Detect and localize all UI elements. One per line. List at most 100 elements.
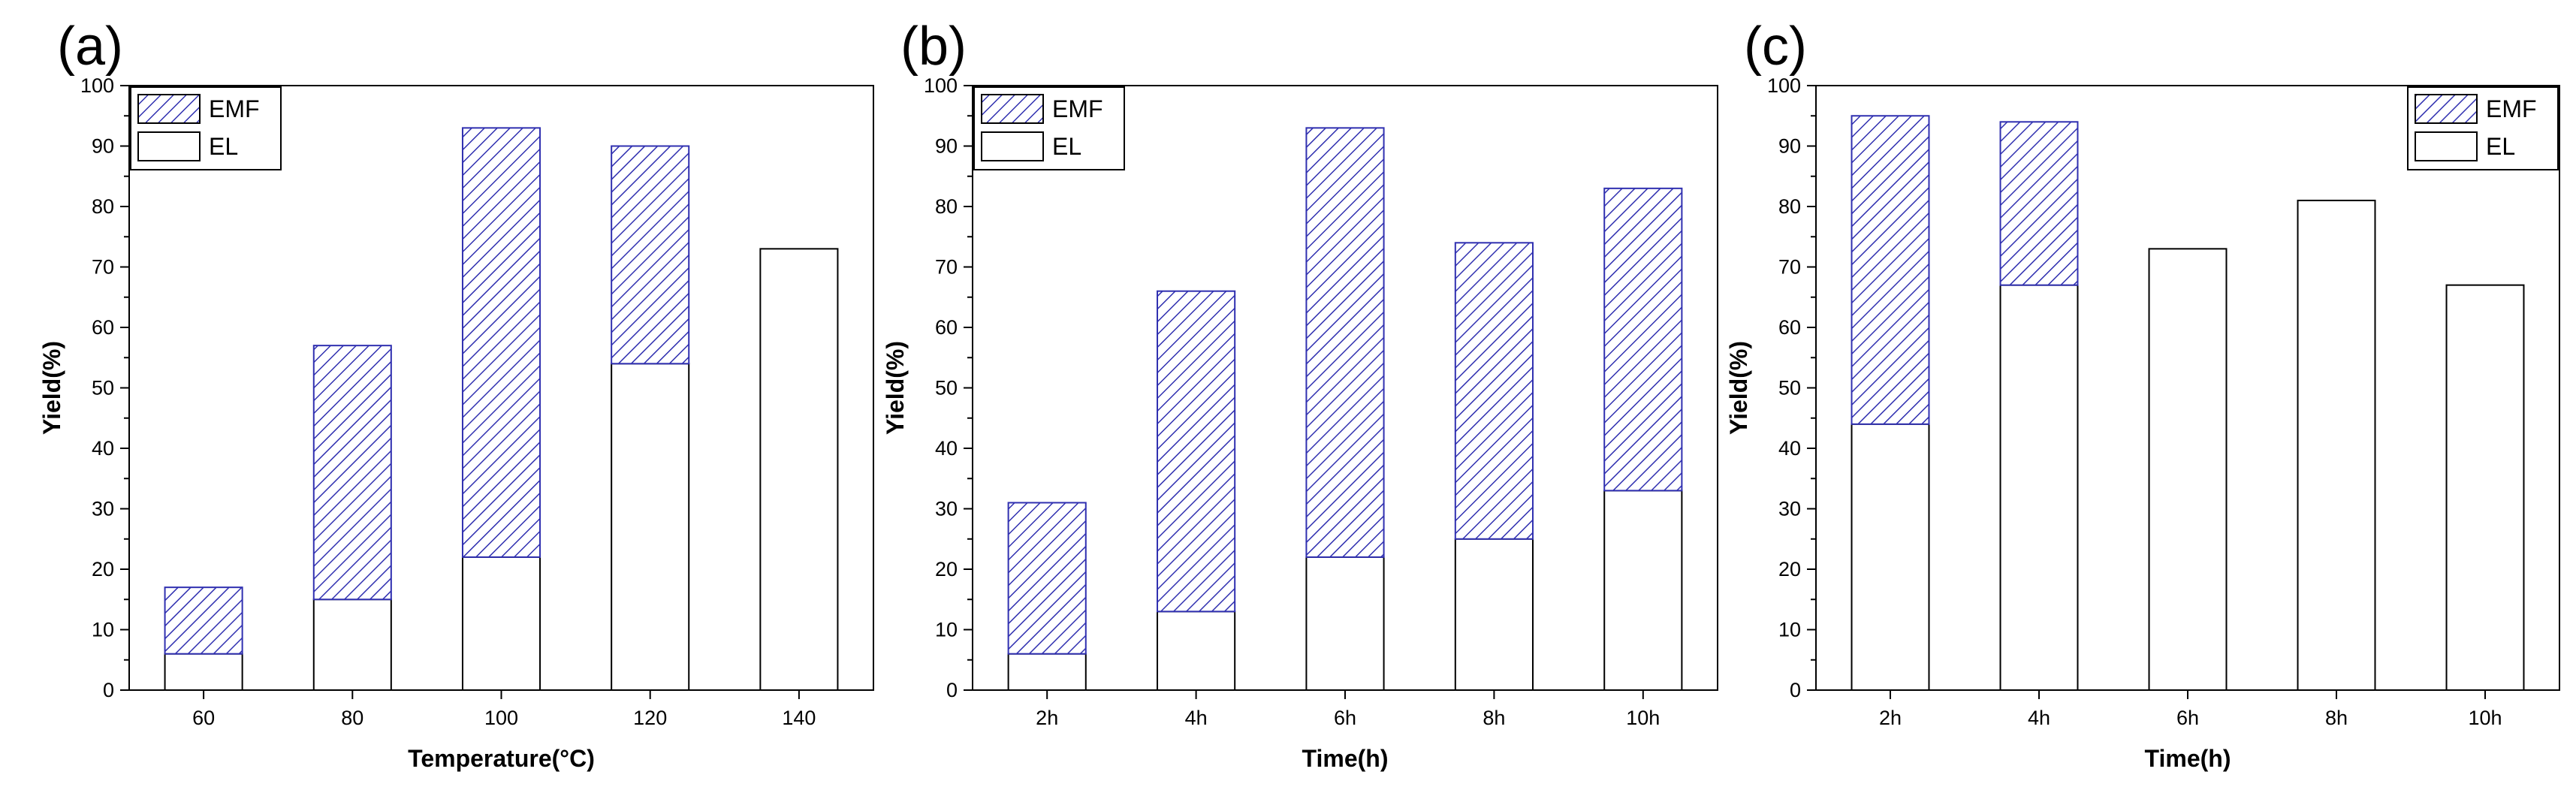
x-tick-label-140: 140: [782, 707, 816, 729]
x-axis-title: Temperature(°C): [408, 745, 595, 772]
x-axis-title: Time(h): [1302, 745, 1389, 772]
x-tick-label-100: 100: [484, 707, 518, 729]
bar-el-8h: [1454, 538, 1534, 691]
y-axis-title: Yield(%): [882, 341, 909, 435]
bar-el-140: [759, 248, 839, 692]
y-tick-label-60: 60: [92, 316, 114, 339]
legend-swatch-el: [981, 131, 1044, 161]
legend-label-emf: EMF: [1052, 95, 1103, 122]
bar-el-120: [611, 363, 690, 691]
y-tick-label-40: 40: [92, 437, 114, 460]
panel-label: (c): [1744, 17, 1807, 77]
y-axis-title: Yield(%): [1725, 341, 1752, 435]
y-tick-label-20: 20: [935, 558, 958, 580]
y-tick-label-10: 10: [935, 619, 958, 641]
bar-el-60: [164, 653, 243, 692]
x-axis-title: Time(h): [2145, 745, 2231, 772]
y-tick-label-30: 30: [935, 498, 958, 520]
legend: EMF EL: [130, 86, 282, 170]
chart-panel-3: (c) 2h 4h 6h 8h 10h 0 10 20 30 40 50 60 70 80 90 100 Time…: [1725, 17, 2560, 772]
panel-label: (a): [57, 17, 123, 77]
legend-swatch-el: [137, 131, 201, 161]
legend-label-el: EL: [2486, 133, 2515, 160]
bar-emf-60: [164, 586, 243, 655]
legend-label-el: EL: [1052, 133, 1081, 160]
x-tick-label-10h: 10h: [2468, 707, 2502, 729]
bar-el-100: [461, 556, 541, 692]
y-tick-label-90: 90: [935, 135, 958, 158]
bar-emf-2h: [1851, 115, 1930, 425]
chart-panel-1: (a) 60 80 100 120 140 0 10 20 30 40 50 60 70 80 90 100 Te…: [38, 17, 874, 772]
bar-emf-2h: [1007, 502, 1087, 655]
y-tick-label-30: 30: [1778, 498, 1801, 520]
bar-el-4h: [1157, 611, 1236, 691]
y-tick-label-10: 10: [92, 619, 114, 641]
legend-swatch-emf: [137, 94, 201, 124]
y-tick-label-0: 0: [1790, 679, 1801, 701]
x-tick-label-80: 80: [341, 707, 363, 729]
y-tick-label-20: 20: [92, 558, 114, 580]
y-tick-label-80: 80: [92, 195, 114, 218]
x-tick-label-10h: 10h: [1626, 707, 1660, 729]
y-tick-label-100: 100: [1767, 74, 1801, 97]
y-axis-title: Yield(%): [38, 341, 65, 435]
bar-el-80: [312, 598, 392, 691]
legend-label-el: EL: [209, 133, 238, 160]
y-tick-label-40: 40: [935, 437, 958, 460]
x-tick-label-8h: 8h: [1483, 707, 1505, 729]
bar-el-10h: [1603, 490, 1683, 691]
y-tick-label-80: 80: [1778, 195, 1801, 218]
bar-el-2h: [1007, 653, 1087, 692]
x-tick-label-60: 60: [192, 707, 215, 729]
y-tick-label-90: 90: [92, 135, 114, 158]
chart-panel-2: (b) 2h 4h 6h 8h 10h 0 10 20 30 40 50 60 70 80 90 100 Time…: [882, 17, 1718, 772]
y-tick-label-70: 70: [92, 256, 114, 279]
x-tick-label-2h: 2h: [1879, 707, 1902, 729]
y-tick-label-100: 100: [924, 74, 958, 97]
y-tick-label-20: 20: [1778, 558, 1801, 580]
bar-emf-10h: [1603, 187, 1683, 492]
y-tick-label-70: 70: [1778, 256, 1801, 279]
y-tick-label-10: 10: [1778, 619, 1801, 641]
legend-swatch-el: [2415, 131, 2478, 161]
legend-label-emf: EMF: [209, 95, 260, 122]
bar-el-6h: [1305, 556, 1385, 692]
y-tick-label-0: 0: [103, 679, 114, 701]
bar-el-10h: [2445, 284, 2525, 691]
legend-label-emf: EMF: [2486, 95, 2537, 122]
bar-emf-4h: [1999, 121, 2079, 286]
y-tick-label-30: 30: [92, 498, 114, 520]
bar-emf-4h: [1157, 290, 1236, 613]
x-tick-label-120: 120: [633, 707, 667, 729]
x-tick-label-8h: 8h: [2325, 707, 2348, 729]
y-tick-label-0: 0: [946, 679, 958, 701]
bar-emf-80: [312, 345, 392, 601]
bar-el-8h: [2297, 199, 2376, 691]
y-tick-label-50: 50: [1778, 377, 1801, 399]
plot-frame: [972, 85, 1718, 691]
bar-emf-8h: [1454, 242, 1534, 540]
y-tick-label-50: 50: [92, 377, 114, 399]
bar-el-4h: [1999, 284, 2079, 691]
plot-frame: [1815, 85, 2560, 691]
y-tick-label-60: 60: [935, 316, 958, 339]
y-tick-label-100: 100: [80, 74, 114, 97]
legend: EMF EL: [2407, 86, 2559, 170]
bar-el-6h: [2148, 248, 2228, 692]
y-tick-label-90: 90: [1778, 135, 1801, 158]
bar-emf-6h: [1305, 127, 1385, 558]
y-tick-label-60: 60: [1778, 316, 1801, 339]
x-tick-label-4h: 4h: [2028, 707, 2050, 729]
y-tick-label-50: 50: [935, 377, 958, 399]
panel-label: (b): [900, 17, 967, 77]
x-tick-label-6h: 6h: [1334, 707, 1356, 729]
legend: EMF EL: [973, 86, 1125, 170]
legend-swatch-emf: [2415, 94, 2478, 124]
plot-frame: [128, 85, 874, 691]
x-tick-label-6h: 6h: [2176, 707, 2199, 729]
y-tick-label-80: 80: [935, 195, 958, 218]
x-tick-label-4h: 4h: [1185, 707, 1208, 729]
bar-el-2h: [1851, 423, 1930, 691]
y-tick-label-40: 40: [1778, 437, 1801, 460]
